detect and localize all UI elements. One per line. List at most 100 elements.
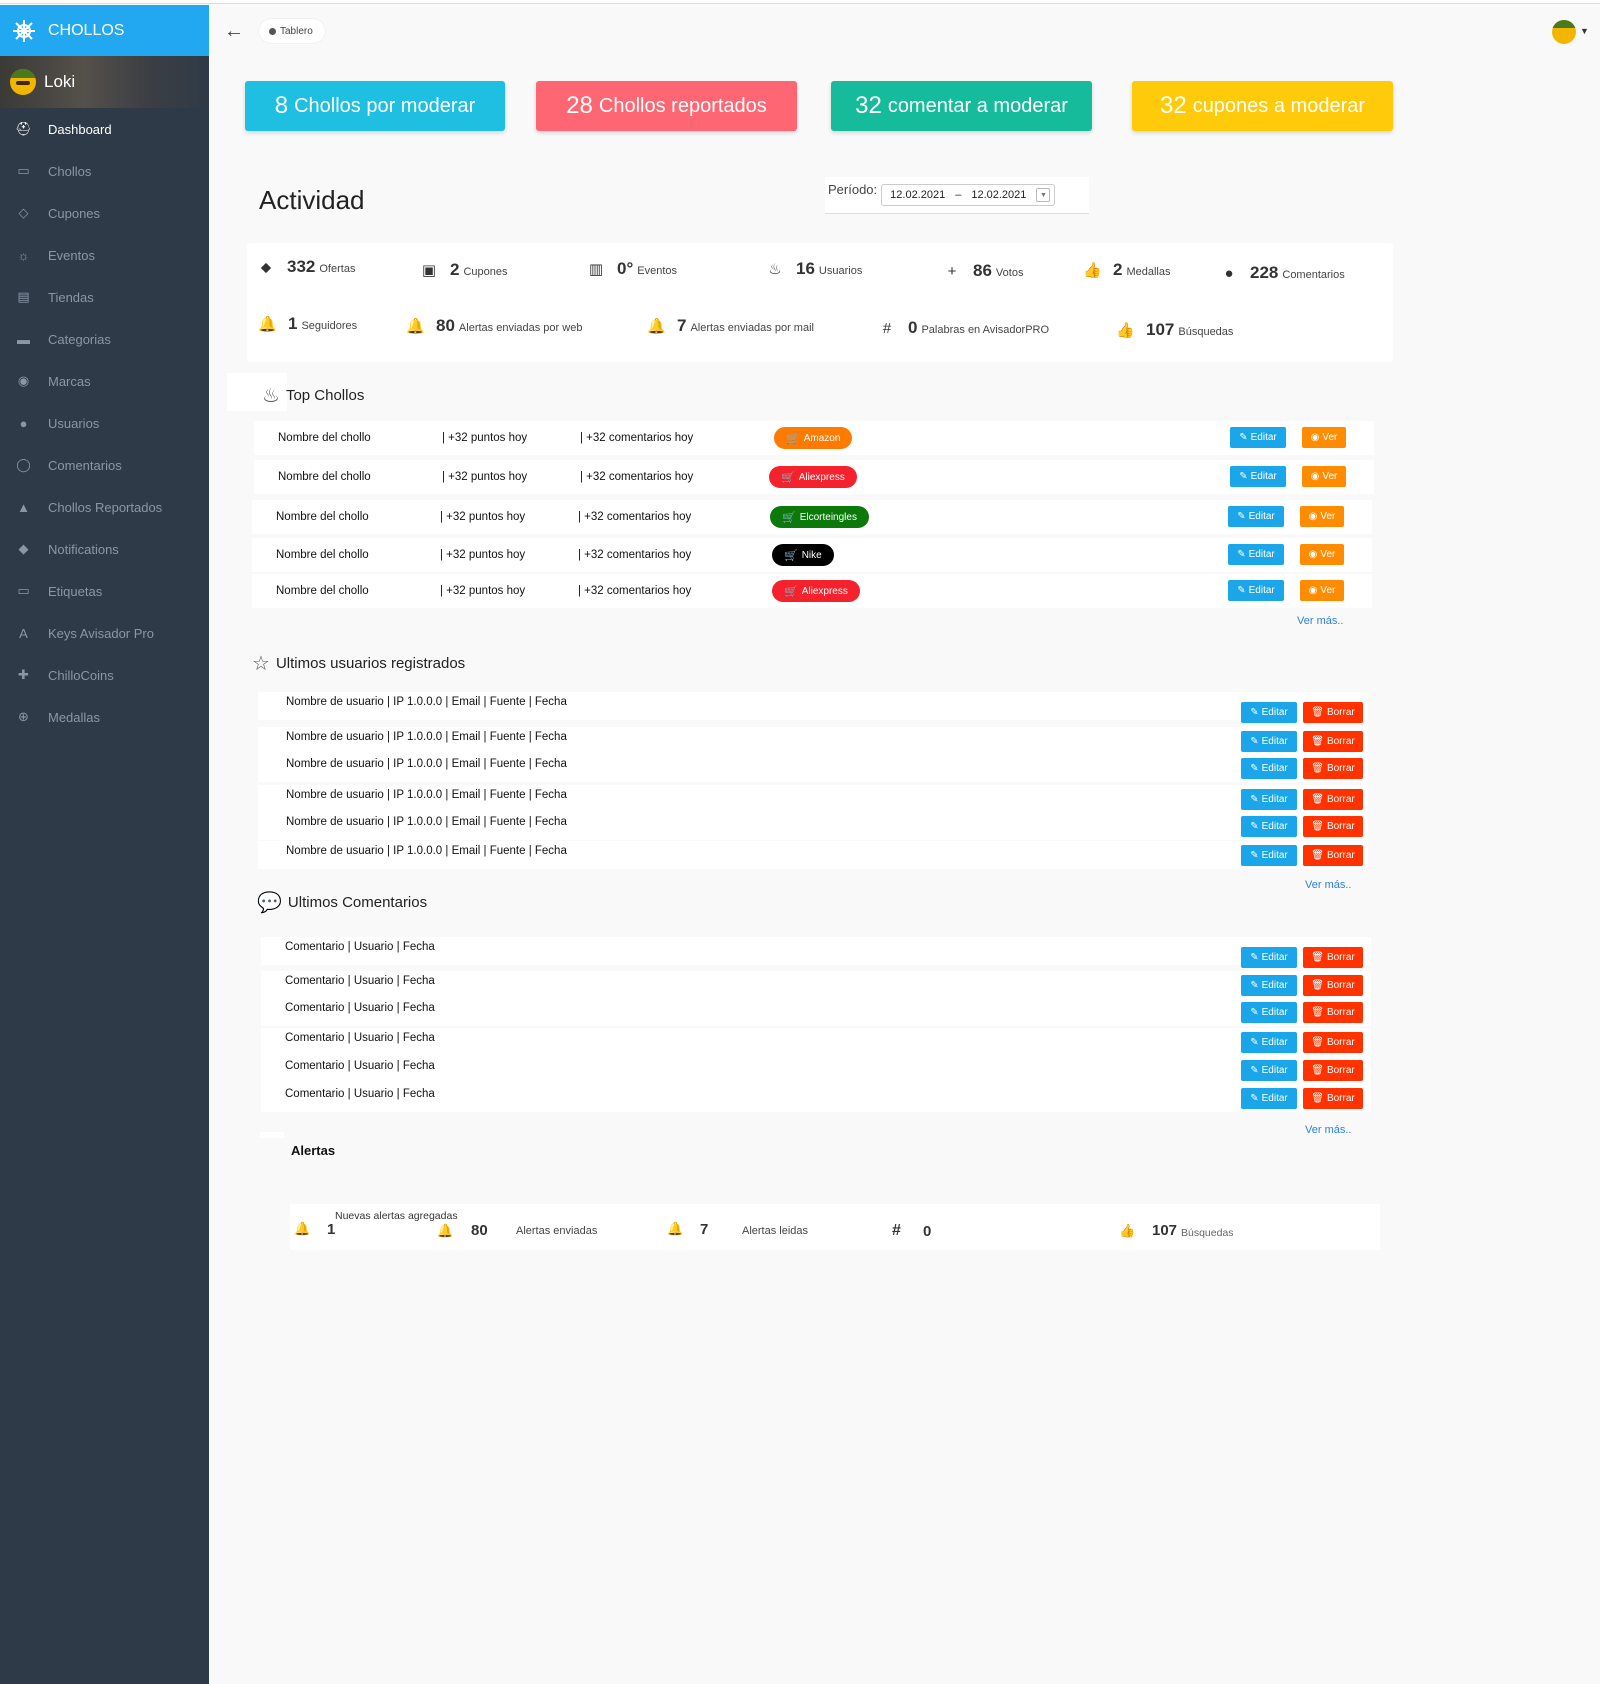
alerts-read-label: Alertas leidas: [742, 1225, 809, 1237]
delete-button[interactable]: 🗑 Borrar: [1303, 1002, 1363, 1023]
edit-icon: ✎: [1237, 511, 1246, 522]
activity-metric: ⬥ 332 Ofertas: [257, 257, 356, 277]
delete-button[interactable]: 🗑 Borrar: [1303, 845, 1363, 866]
view-button[interactable]: ◉ Ver: [1300, 506, 1344, 527]
breadcrumb[interactable]: Tablero: [259, 19, 325, 43]
edit-button[interactable]: ✎ Editar: [1241, 731, 1297, 752]
top-chollos-more-link[interactable]: Ver más..: [1297, 615, 1344, 627]
sidebar-item-keys-avisador-pro[interactable]: A Keys Avisador Pro: [0, 612, 209, 654]
sidebar-item-eventos[interactable]: ☼ Eventos: [0, 234, 209, 276]
date-range-input[interactable]: 12.02.2021 – 12.02.2021 ▼: [881, 184, 1056, 206]
comment-icon: ◯: [16, 457, 31, 472]
user-panel[interactable]: Loki: [0, 56, 209, 108]
thumbs-up-icon: 👍: [1116, 322, 1135, 339]
delete-button[interactable]: 🗑 Borrar: [1303, 758, 1363, 779]
sidebar-item-label: Comentarios: [48, 457, 122, 473]
user-menu-avatar[interactable]: [1552, 20, 1576, 44]
brand-bar[interactable]: CHOLLOS: [0, 5, 209, 56]
delete-button[interactable]: 🗑 Borrar: [1303, 1032, 1363, 1053]
delete-button[interactable]: 🗑 Borrar: [1303, 816, 1363, 837]
metric-label: Eventos: [637, 265, 678, 277]
delete-button[interactable]: 🗑 Borrar: [1303, 1088, 1363, 1109]
stat-box[interactable]: 32 comentar a moderar: [831, 81, 1092, 131]
sidebar-item-label: Medallas: [48, 709, 101, 725]
view-button[interactable]: ◉ Ver: [1300, 544, 1344, 565]
delete-button[interactable]: 🗑 Borrar: [1303, 731, 1363, 752]
bell-icon: 🔔: [258, 316, 277, 333]
sidebar-item-categorias[interactable]: ▬ Categorias: [0, 318, 209, 360]
sidebar-item-chollos[interactable]: ▭ Chollos: [0, 150, 209, 192]
delete-button[interactable]: 🗑 Borrar: [1303, 789, 1363, 810]
edit-button[interactable]: ✎ Editar: [1230, 466, 1286, 487]
store-badge[interactable]: 🛒 Aliexpress: [772, 580, 860, 602]
sidebar-item-chillocoins[interactable]: ✚ ChilloCoins: [0, 654, 209, 696]
dropdown-icon[interactable]: ▼: [1036, 188, 1051, 202]
view-label: Ver: [1322, 432, 1338, 443]
edit-button[interactable]: ✎ Editar: [1241, 789, 1297, 810]
sidebar-item-tiendas[interactable]: ▤ Tiendas: [0, 276, 209, 318]
view-button[interactable]: ◉ Ver: [1300, 580, 1344, 601]
sidebar-item-medallas[interactable]: ⊕ Medallas: [0, 696, 209, 738]
stat-box[interactable]: 28 Chollos reportados: [536, 81, 797, 131]
edit-button[interactable]: ✎ Editar: [1241, 816, 1297, 837]
breadcrumb-label: Tablero: [280, 25, 313, 37]
edit-label: Editar: [1261, 707, 1288, 718]
view-button[interactable]: ◉ Ver: [1302, 466, 1346, 487]
edit-icon: ✎: [1250, 707, 1259, 718]
edit-button[interactable]: ✎ Editar: [1228, 506, 1284, 527]
edit-button[interactable]: ✎ Editar: [1241, 758, 1297, 779]
sidebar-item-cupones[interactable]: ◇ Cupones: [0, 192, 209, 234]
comments-title: 💬 Ultimos Comentarios: [257, 890, 427, 915]
list-item: Comentario | Usuario | Fecha ✎ Editar 🗑 Borr…: [261, 937, 1371, 968]
table-row: Nombre del chollo | +32 puntos hoy | +32 c…: [252, 538, 1372, 572]
edit-button[interactable]: ✎ Editar: [1241, 975, 1297, 996]
metric-label: Seguidores: [301, 320, 358, 332]
edit-button[interactable]: ✎ Editar: [1241, 1002, 1297, 1023]
list-item-text: Nombre de usuario | IP 1.0.0.0 | Email |…: [286, 758, 567, 770]
store-badge[interactable]: 🛒 Nike: [772, 544, 834, 566]
tag-icon: ⬥: [260, 259, 272, 276]
edit-button[interactable]: ✎ Editar: [1230, 427, 1286, 448]
edit-button[interactable]: ✎ Editar: [1241, 1032, 1297, 1053]
store-name: Elcorteingles: [799, 511, 857, 523]
chevron-down-icon[interactable]: ▼: [1580, 26, 1589, 36]
top-border: [0, 0, 1600, 4]
edit-button[interactable]: ✎ Editar: [1228, 580, 1284, 601]
view-label: Ver: [1320, 549, 1336, 560]
sidebar-item-comentarios[interactable]: ◯ Comentarios: [0, 444, 209, 486]
sidebar-item-etiquetas[interactable]: ▭ Etiquetas: [0, 570, 209, 612]
store-badge[interactable]: 🛒 Aliexpress: [769, 466, 857, 488]
delete-button[interactable]: 🗑 Borrar: [1303, 702, 1363, 723]
store-badge[interactable]: 🛒 Elcorteingles: [770, 506, 869, 528]
sidebar-item-dashboard[interactable]: ⛑ Dashboard: [0, 108, 209, 150]
sidebar-item-marcas[interactable]: ◉ Marcas: [0, 360, 209, 402]
metric-value: 332: [287, 257, 316, 276]
eye-icon: ◉: [1310, 432, 1320, 443]
edit-button[interactable]: ✎ Editar: [1228, 544, 1284, 565]
view-button[interactable]: ◉ Ver: [1302, 427, 1346, 448]
sidebar-item-usuarios[interactable]: ● Usuarios: [0, 402, 209, 444]
store-badge[interactable]: 🛒 Amazon: [774, 427, 853, 449]
edit-button[interactable]: ✎ Editar: [1241, 845, 1297, 866]
back-arrow-icon[interactable]: ←: [224, 20, 244, 42]
delete-button[interactable]: 🗑 Borrar: [1303, 947, 1363, 968]
stat-box[interactable]: 32 cupones a moderar: [1132, 81, 1393, 131]
delete-label: Borrar: [1326, 794, 1355, 805]
edit-button[interactable]: ✎ Editar: [1241, 702, 1297, 723]
delete-button[interactable]: 🗑 Borrar: [1303, 1060, 1363, 1081]
bell-icon: 🔔: [406, 318, 425, 335]
comments-more-link[interactable]: Ver más..: [1305, 1124, 1352, 1136]
users-more-link[interactable]: Ver más..: [1305, 879, 1352, 891]
edit-button[interactable]: ✎ Editar: [1241, 1060, 1297, 1081]
sidebar-item-label: Marcas: [48, 373, 91, 389]
delete-button[interactable]: 🗑 Borrar: [1303, 975, 1363, 996]
sidebar-item-notifications[interactable]: ◆ Notifications: [0, 528, 209, 570]
stat-box[interactable]: 8 Chollos por moderar: [245, 81, 505, 131]
alerts-hash-value: 0: [923, 1223, 932, 1240]
eye-icon: ◉: [1310, 471, 1320, 482]
edit-button[interactable]: ✎ Editar: [1241, 947, 1297, 968]
table-row: Nombre del chollo | +32 puntos hoy | +32 c…: [252, 500, 1372, 534]
sidebar-item-chollos-reportados[interactable]: ▲ Chollos Reportados: [0, 486, 209, 528]
edit-button[interactable]: ✎ Editar: [1241, 1088, 1297, 1109]
edit-label: Editar: [1261, 1007, 1288, 1018]
